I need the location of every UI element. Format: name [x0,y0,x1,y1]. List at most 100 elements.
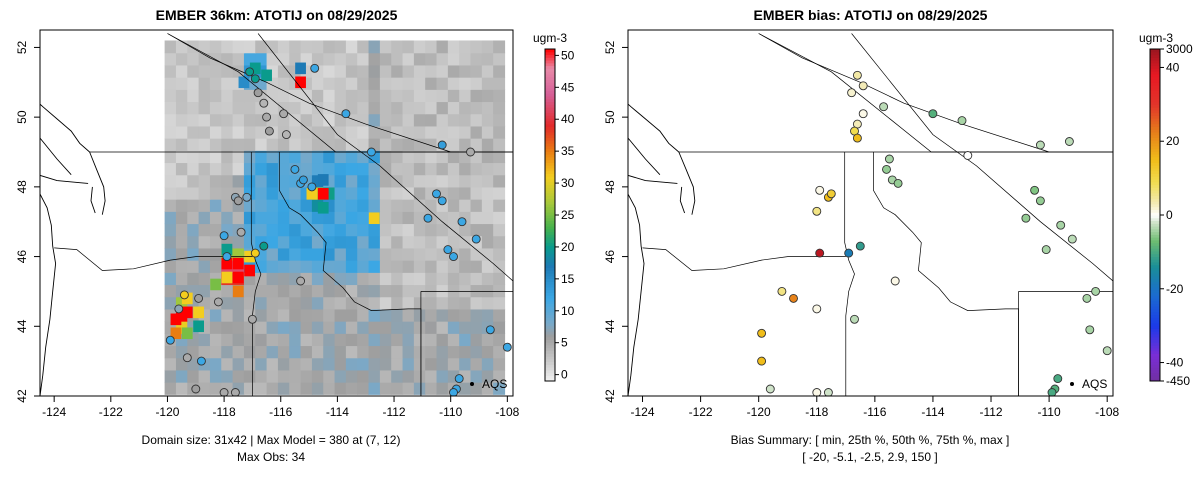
grid-cell [470,345,483,359]
grid-cell [470,321,483,334]
grid-cell [379,174,392,188]
grid-cell [311,125,324,139]
colorbar-segment [545,262,555,266]
boundary-line [642,247,846,271]
grid-cell [459,308,472,322]
grid-cell [266,89,279,103]
grid-cell [164,199,177,212]
grid-cell [357,223,370,237]
grid-cell [323,186,336,200]
grid-cell [175,150,188,164]
grid-cell [323,101,336,115]
x-tick-label: -108 [495,405,519,419]
grid-cell [221,174,234,188]
grid-cell [459,296,472,310]
grid-cell [493,138,506,151]
grid-cell [209,284,222,298]
grid-cell [459,162,472,176]
colorbar-segment [545,162,555,166]
colorbar-segment [1150,292,1160,296]
grid-cell [493,150,506,164]
colorbar-segment [1150,281,1160,285]
right-colorbar-unit: ugm-3 [1139,31,1173,45]
grid-cell [289,211,302,225]
grid-cell [187,296,200,310]
grid-cell [447,125,460,139]
monitor-point [1082,293,1092,303]
grid-cell [413,64,426,78]
grid-cell [481,186,494,200]
grid-cell [221,333,234,347]
grid-cell [470,64,483,78]
grid-cell [436,52,449,66]
colorbar-segment [545,195,555,199]
grid-cell [243,296,256,310]
colorbar-segment [1150,306,1160,310]
grid-cell [379,357,392,371]
grid-cell [425,174,438,188]
colorbar-segment [545,62,555,67]
colorbar-segment [1150,151,1160,155]
grid-cell [402,113,415,127]
grid-cell [481,89,494,103]
monitor-point [789,293,798,303]
grid-cell [187,64,200,78]
grid-cell [209,52,222,66]
grid-cell [334,321,347,334]
monitor-point [852,70,862,80]
grid-cell [187,284,200,298]
monitor-point [236,227,246,237]
grid-cell [232,333,245,347]
grid-cell [277,40,290,54]
grid-cell [413,308,426,322]
monitor-point [290,164,300,174]
grid-cell [198,125,211,139]
grid-cell [266,101,279,115]
grid-cell [198,174,211,188]
y-tick-label: 48 [15,180,29,194]
grid-cell [379,77,392,90]
monitor-point [242,192,252,202]
grid-cell [413,333,426,347]
colorbar-segment [1150,256,1160,260]
hot-cell [181,327,193,340]
colorbar-segment [1150,314,1160,318]
grid-cell [232,369,245,383]
grid-cell [334,101,347,115]
grid-cell [221,223,234,237]
grid-cell [402,296,415,310]
grid-cell [459,382,472,395]
hot-cell [261,69,272,82]
monitor-point [884,154,894,164]
colorbar-segment [545,220,555,224]
grid-cell [232,345,245,359]
colorbar-segment [1150,201,1160,205]
left-map-boundaries [40,33,513,396]
left-caption-line-1: Domain size: 31x42 | Max Model = 380 at … [142,433,401,447]
grid-cell [481,308,494,322]
grid-cell [198,150,211,164]
colorbar-segment [1150,331,1160,335]
grid-cell [266,223,279,237]
grid-cell [425,369,438,383]
grid-cell [413,150,426,164]
right-plot-background [628,30,1113,396]
grid-cell [368,369,381,383]
colorbar-segment [1150,217,1160,222]
grid-cell [334,235,347,249]
grid-cell [447,308,460,322]
grid-cell [187,162,200,176]
monitor-point [1035,196,1045,206]
grid-cell [277,235,290,249]
grid-cell [311,296,324,310]
grid-cell [323,162,336,176]
grid-cell [209,40,222,54]
colorbar-segment [1150,123,1160,127]
monitor-point [423,213,433,223]
grid-cell [357,357,370,371]
grid-cell [379,89,392,103]
grid-cell [391,89,404,103]
grid-cell [277,77,290,90]
colorbar-tick-label: 20 [561,240,575,254]
colorbar-segment [545,345,555,349]
